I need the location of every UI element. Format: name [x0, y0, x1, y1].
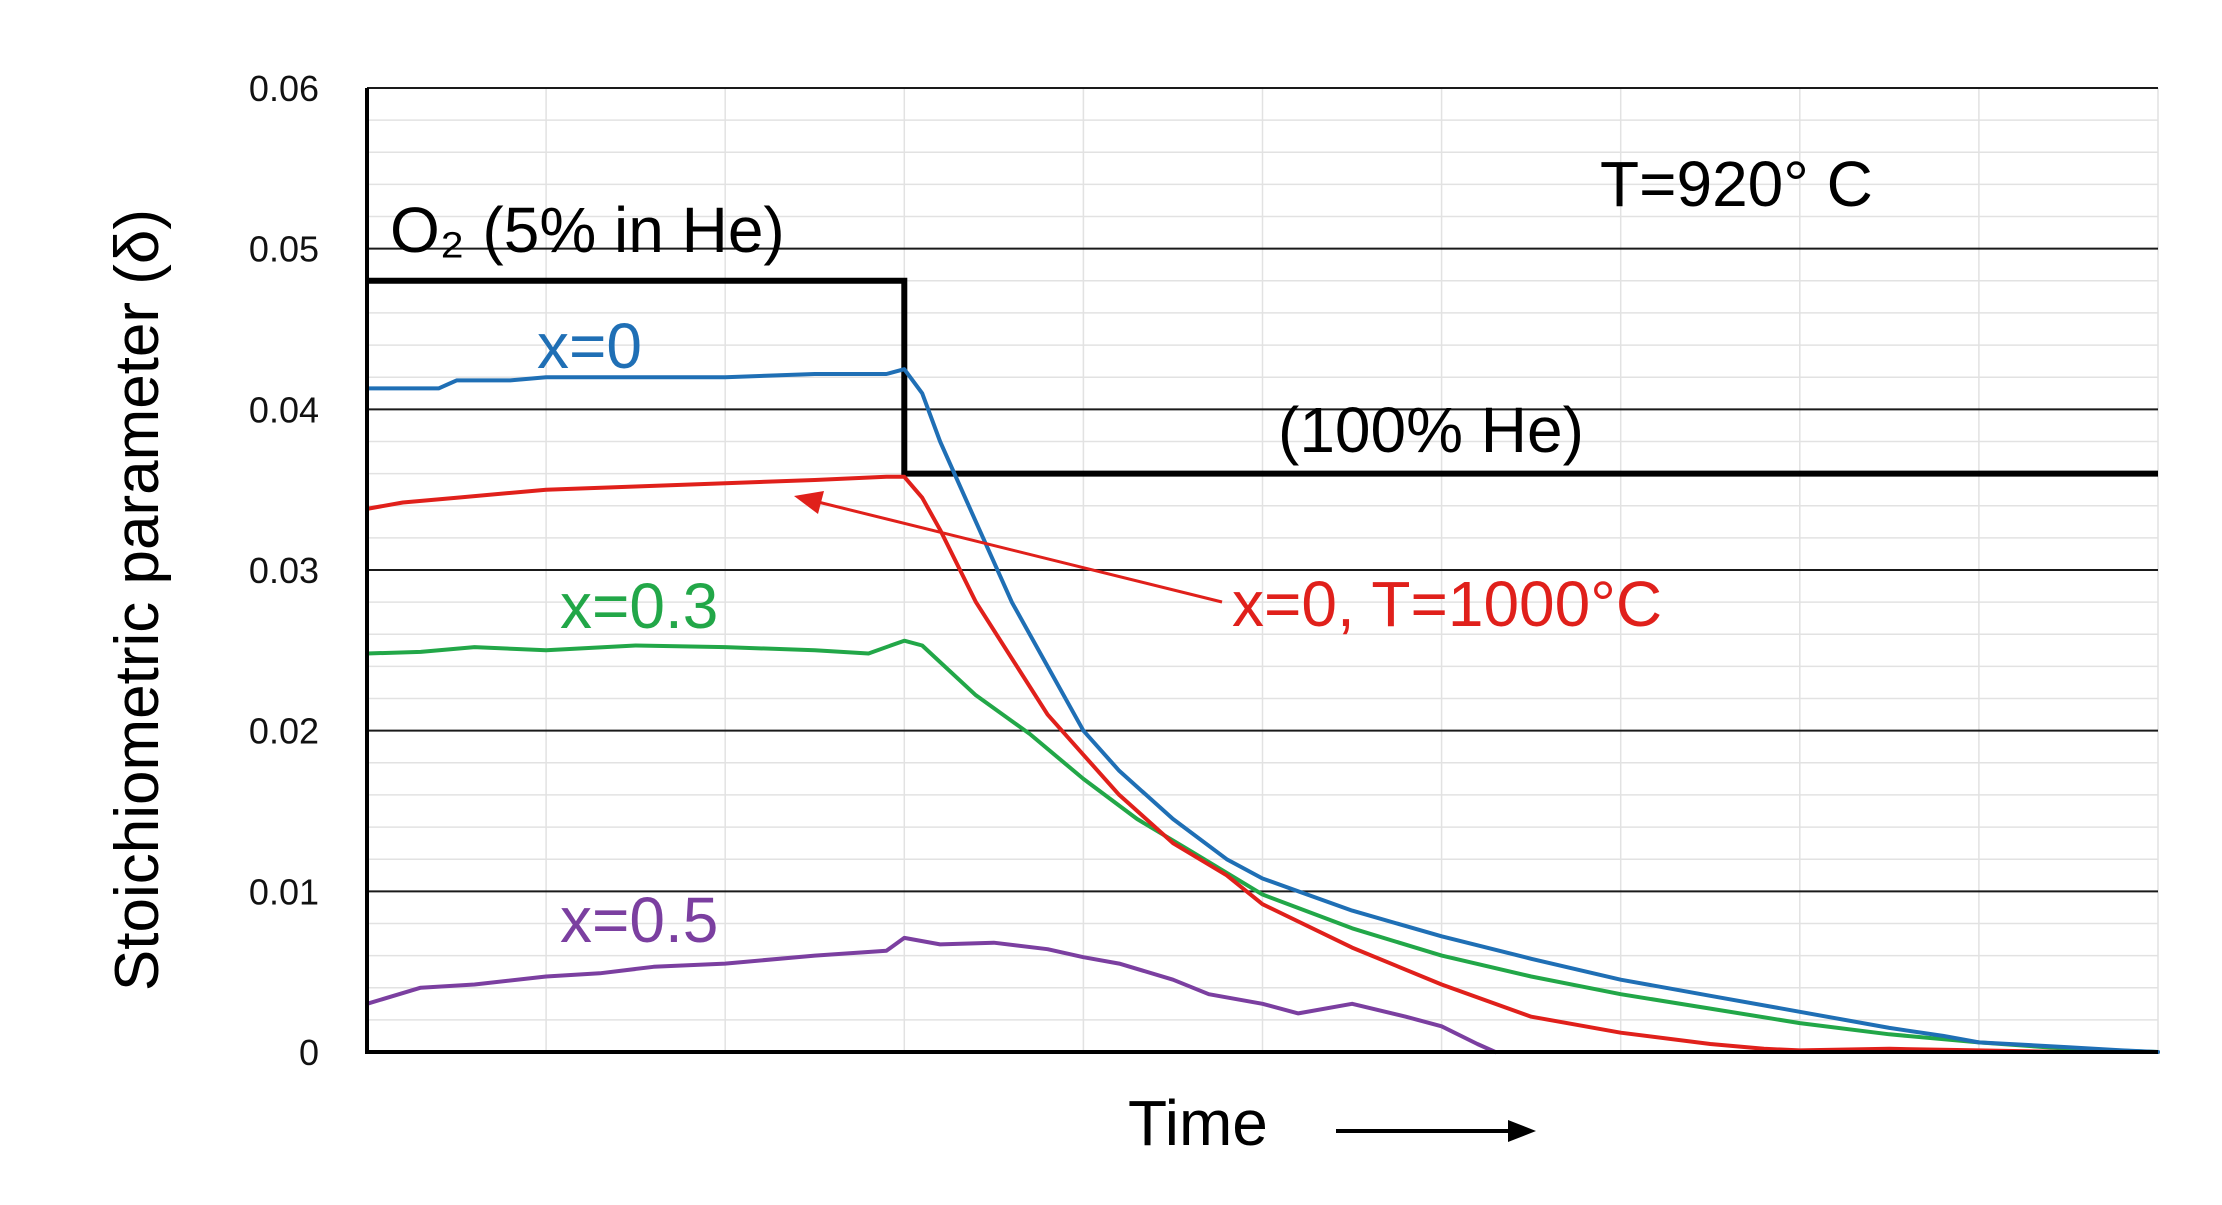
x05-series-label: x=0.5	[560, 884, 718, 956]
y-tick-labels: 0 0.01 0.02 0.03 0.04 0.05 0.06	[249, 68, 319, 1073]
series-line-x-0-5	[365, 935, 1498, 1054]
temperature-annotation: T=920° C	[1600, 148, 1873, 220]
t1000-pointer-arrow-shaft	[817, 500, 1223, 604]
x-axis-title: Time	[1128, 1087, 1268, 1159]
t1000-pointer-arrow-head	[794, 491, 824, 514]
he-gas-annotation: (100% He)	[1278, 394, 1584, 466]
y-tick-label: 0.01	[249, 871, 319, 912]
y-tick-label: 0.03	[249, 550, 319, 591]
series-line-x-0	[365, 367, 2160, 1054]
time-arrow-head	[1508, 1120, 1536, 1142]
y-tick-label: 0.06	[249, 68, 319, 109]
y-tick-label: 0.05	[249, 229, 319, 270]
x0-series-label: x=0	[537, 310, 642, 382]
grid	[367, 87, 2159, 1052]
y-tick-label: 0.02	[249, 711, 319, 752]
x0-t1000-series-label: x=0, T=1000°C	[1232, 568, 1662, 640]
x03-series-label: x=0.3	[560, 570, 718, 642]
series-line-x-0-3	[365, 638, 2160, 1054]
gas-switch-step	[367, 277, 2158, 477]
y-tick-label: 0	[299, 1032, 319, 1073]
gas-switch-step-line	[367, 277, 2158, 477]
axes	[365, 88, 2158, 1054]
data-series	[365, 367, 2160, 1054]
o2-gas-annotation: O₂ (5% in He)	[390, 194, 785, 266]
series-line-x-0-t-1000-c	[365, 474, 2160, 1054]
y-tick-label: 0.04	[249, 389, 319, 430]
y-axis-title: Stoichiometric parameter (δ)	[103, 209, 172, 991]
